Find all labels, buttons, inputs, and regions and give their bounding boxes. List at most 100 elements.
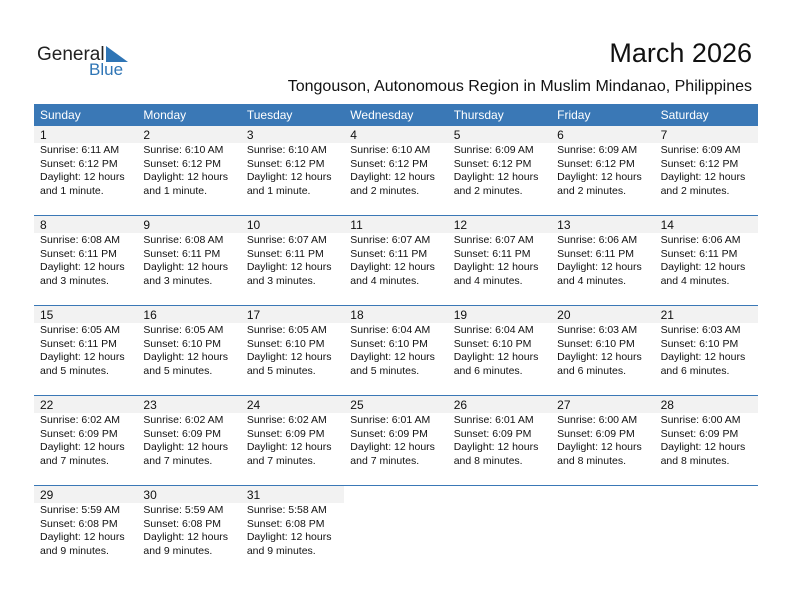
day-info: Sunrise: 6:08 AM <box>40 234 120 246</box>
day-bar <box>240 126 345 143</box>
week-separator <box>34 485 758 486</box>
day-number: 9 <box>143 218 151 232</box>
day-bar <box>344 396 448 413</box>
day-info: Sunset: 6:12 PM <box>660 157 739 170</box>
day-info: Sunrise: 5:59 AM <box>40 504 120 516</box>
day-info: Daylight: 12 hours <box>40 441 125 453</box>
day-info: Sunrise: 6:06 AM <box>660 234 741 246</box>
day-number: 28 <box>660 398 674 412</box>
day-info: Daylight: 12 hours <box>143 261 229 273</box>
day-number: 29 <box>40 488 54 502</box>
day-bar <box>654 126 758 143</box>
day-bar <box>344 216 448 233</box>
day-info: Daylight: 12 hours <box>453 171 539 183</box>
day-number: 25 <box>350 398 364 412</box>
day-info: and 7 minutes. <box>246 454 316 467</box>
day-info: Sunrise: 6:03 AM <box>557 324 638 336</box>
day-bar <box>137 396 241 413</box>
day-info: Sunrise: 5:58 AM <box>246 504 327 516</box>
day-info: Sunrise: 6:07 AM <box>453 234 534 246</box>
day-bar <box>34 216 138 233</box>
day-info: Sunrise: 6:10 AM <box>246 144 327 156</box>
day-info: Daylight: 12 hours <box>350 171 435 183</box>
day-number: 21 <box>660 308 674 322</box>
day-info: and 9 minutes. <box>143 544 213 557</box>
day-info: Sunset: 6:12 PM <box>350 157 428 170</box>
day-info: Daylight: 12 hours <box>143 531 229 543</box>
day-info: Sunset: 6:10 PM <box>350 337 428 350</box>
day-info: and 5 minutes. <box>40 364 109 377</box>
day-bar <box>34 396 138 413</box>
day-bar <box>137 126 241 143</box>
day-number: 23 <box>143 398 157 412</box>
day-info: Sunrise: 6:05 AM <box>246 324 327 336</box>
day-info: and 6 minutes. <box>453 364 523 377</box>
day-bar <box>344 306 448 323</box>
day-number: 7 <box>660 128 668 142</box>
day-info: Sunrise: 6:09 AM <box>557 144 638 156</box>
day-number: 12 <box>453 218 468 232</box>
day-bar <box>240 486 345 503</box>
day-info: Daylight: 12 hours <box>350 441 435 453</box>
day-bar <box>654 396 758 413</box>
day-info: Daylight: 12 hours <box>350 351 435 363</box>
day-bar <box>240 306 345 323</box>
day-info: Sunset: 6:11 PM <box>143 247 221 260</box>
day-info: Sunrise: 6:02 AM <box>143 414 224 426</box>
day-info: and 6 minutes. <box>660 364 730 377</box>
day-info: and 8 minutes. <box>453 454 523 467</box>
day-info: Sunset: 6:10 PM <box>143 337 222 350</box>
day-number: 5 <box>453 128 461 142</box>
day-info: Daylight: 12 hours <box>40 261 125 273</box>
day-info: and 2 minutes. <box>453 184 523 197</box>
weekday: Monday <box>143 108 187 122</box>
day-info: Sunrise: 6:02 AM <box>40 414 120 426</box>
day-info: Daylight: 12 hours <box>453 441 539 453</box>
day-info: Sunset: 6:09 PM <box>660 427 739 440</box>
day-info: Daylight: 12 hours <box>660 261 746 273</box>
day-info: Daylight: 12 hours <box>40 531 125 543</box>
day-info: Daylight: 12 hours <box>143 171 229 183</box>
day-info: and 1 minute. <box>246 184 311 197</box>
weekday-header <box>34 104 758 125</box>
day-number: 6 <box>557 128 564 142</box>
day-info: Sunrise: 6:04 AM <box>350 324 431 336</box>
day-info: Sunset: 6:11 PM <box>557 247 634 260</box>
day-info: and 4 minutes. <box>350 274 420 287</box>
weekday: Thursday <box>453 108 504 122</box>
day-number: 22 <box>40 398 54 412</box>
day-info: Sunrise: 6:02 AM <box>246 414 327 426</box>
day-info: Sunset: 6:09 PM <box>246 427 325 440</box>
day-info: Sunrise: 6:07 AM <box>350 234 431 246</box>
day-bar <box>137 306 241 323</box>
day-info: Sunrise: 6:10 AM <box>143 144 224 156</box>
day-number: 30 <box>143 488 157 502</box>
day-info: Sunset: 6:12 PM <box>246 157 325 170</box>
day-info: and 4 minutes. <box>557 274 627 287</box>
day-number: 1 <box>40 128 47 142</box>
day-info: Daylight: 12 hours <box>660 441 746 453</box>
day-info: and 7 minutes. <box>143 454 213 467</box>
day-info: Daylight: 12 hours <box>350 261 435 273</box>
day-info: Daylight: 12 hours <box>660 171 746 183</box>
day-info: Sunrise: 5:59 AM <box>143 504 224 516</box>
day-info: and 5 minutes. <box>350 364 420 377</box>
day-info: Daylight: 12 hours <box>557 171 642 183</box>
week-separator <box>34 125 758 126</box>
day-info: Daylight: 12 hours <box>246 441 332 453</box>
day-bar <box>551 396 655 413</box>
day-info: and 3 minutes. <box>40 274 109 287</box>
day-info: Sunrise: 6:00 AM <box>557 414 638 426</box>
day-info: Daylight: 12 hours <box>557 261 642 273</box>
day-info: and 2 minutes. <box>350 184 420 197</box>
day-info: Sunset: 6:12 PM <box>453 157 532 170</box>
day-info: Sunset: 6:12 PM <box>143 157 222 170</box>
day-info: Daylight: 12 hours <box>453 351 539 363</box>
day-info: Daylight: 12 hours <box>453 261 539 273</box>
day-info: Sunrise: 6:04 AM <box>453 324 534 336</box>
day-bar <box>240 396 345 413</box>
day-info: Daylight: 12 hours <box>660 351 746 363</box>
week-separator <box>34 215 758 216</box>
day-number: 11 <box>350 218 363 232</box>
day-info: Sunset: 6:10 PM <box>246 337 325 350</box>
